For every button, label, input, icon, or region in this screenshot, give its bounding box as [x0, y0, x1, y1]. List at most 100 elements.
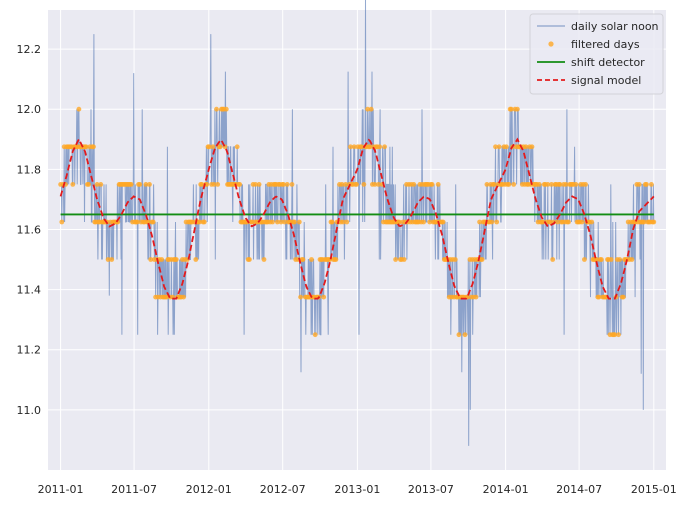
- filtered-day-point: [621, 294, 626, 300]
- filtered-day-point: [644, 182, 649, 187]
- filtered-day-point: [401, 257, 407, 262]
- filtered-day-point: [150, 219, 156, 225]
- filtered-day-point: [529, 144, 535, 150]
- filtered-day-point: [583, 182, 588, 187]
- filtered-day-point: [557, 182, 563, 187]
- filtered-day-point: [594, 257, 599, 262]
- filtered-day-point: [76, 106, 82, 112]
- filtered-day-point: [493, 144, 498, 150]
- filtered-day-point: [372, 182, 378, 187]
- filtered-day-point: [70, 182, 76, 187]
- x-tick-label: 2013-01: [334, 483, 380, 496]
- filtered-day-point: [651, 219, 657, 225]
- filtered-day-point: [427, 219, 433, 225]
- y-tick-label: 11.8: [17, 163, 42, 176]
- filtered-day-point: [629, 257, 635, 262]
- legend-label-shift-detector: shift detector: [571, 56, 645, 69]
- filtered-day-point: [359, 144, 364, 150]
- filtered-day-point: [494, 219, 500, 225]
- y-tick-label: 11.2: [17, 344, 42, 357]
- filtered-day-point: [91, 144, 96, 150]
- filtered-day-point: [253, 182, 258, 187]
- filtered-day-point: [278, 219, 284, 225]
- filtered-day-point: [134, 219, 140, 225]
- filtered-day-point: [321, 294, 327, 300]
- filtered-day-point: [496, 144, 502, 150]
- filtered-day-point: [210, 144, 216, 150]
- filtered-day-point: [361, 182, 367, 187]
- filtered-day-point: [508, 106, 514, 112]
- filtered-day-point: [256, 182, 262, 187]
- filtered-day-point: [296, 219, 302, 225]
- filtered-day-point: [579, 219, 585, 225]
- filtered-day-point: [368, 106, 374, 112]
- filtered-day-point: [164, 294, 170, 300]
- filtered-day-point: [173, 257, 179, 262]
- filtered-day-point: [298, 294, 303, 300]
- filtered-day-point: [261, 257, 267, 262]
- filtered-day-point: [354, 182, 359, 187]
- filtered-day-point: [491, 182, 497, 187]
- y-tick-label: 11.4: [17, 284, 42, 297]
- filtered-day-point: [292, 219, 297, 225]
- filtered-day-point: [489, 219, 495, 225]
- y-tick-label: 12.2: [17, 43, 42, 56]
- filtered-day-point: [589, 219, 595, 225]
- filtered-day-point: [201, 219, 207, 225]
- filtered-day-point: [215, 182, 221, 187]
- filtered-day-point: [473, 294, 479, 300]
- filtered-day-point: [94, 182, 100, 187]
- filtered-day-point: [456, 332, 462, 338]
- filtered-day-point: [484, 182, 490, 187]
- filtered-day-point: [284, 182, 290, 187]
- filtered-day-point: [109, 257, 115, 262]
- y-tick-label: 11.0: [17, 404, 42, 417]
- filtered-day-point: [540, 219, 546, 225]
- filtered-day-point: [511, 182, 517, 187]
- filtered-day-point: [547, 219, 553, 225]
- series-signal-model: [59, 137, 655, 300]
- filtered-day-point: [300, 257, 306, 262]
- filtered-day-point: [550, 257, 556, 262]
- filtered-day-point: [382, 144, 387, 150]
- filtered-day-point: [376, 182, 381, 187]
- x-tick-label: 2012-01: [186, 483, 232, 496]
- x-tick-label: 2013-07: [408, 483, 454, 496]
- filtered-day-point: [270, 219, 275, 225]
- filtered-day-point: [282, 219, 288, 225]
- filtered-day-point: [343, 182, 348, 187]
- x-tick-label: 2011-01: [38, 483, 84, 496]
- filtered-day-point: [479, 257, 485, 262]
- filtered-day-point: [566, 219, 571, 225]
- filtered-day-point: [289, 182, 295, 187]
- filtered-day-point: [523, 144, 529, 150]
- filtered-day-point: [616, 332, 621, 338]
- filtered-day-point: [452, 257, 458, 262]
- filtered-day-point: [148, 257, 154, 262]
- legend: daily solar noon filtered days shift det…: [529, 13, 664, 95]
- filtered-day-point: [612, 332, 618, 338]
- filtered-day-point: [86, 182, 91, 187]
- filtered-day-point: [147, 182, 152, 187]
- filtered-day-point: [636, 182, 642, 187]
- filtered-day-point: [204, 182, 210, 187]
- filtered-day-point: [608, 257, 614, 262]
- filtered-day-point: [181, 294, 187, 300]
- legend-label-filtered-days: filtered days: [571, 38, 640, 51]
- filtered-day-point: [143, 182, 149, 187]
- x-tick-label: 2011-07: [111, 483, 157, 496]
- signal-model-line: [59, 137, 655, 300]
- filtered-day-point: [223, 106, 229, 112]
- filtered-day-point: [393, 257, 398, 262]
- y-tick-label: 11.6: [17, 223, 42, 236]
- legend-label-daily-solar-noon: daily solar noon: [571, 20, 659, 33]
- x-tick-label: 2014-07: [556, 483, 602, 496]
- filtered-day-point: [59, 219, 65, 225]
- filtered-day-point: [506, 182, 512, 187]
- filtered-day-point: [429, 182, 435, 187]
- filtered-day-point: [462, 332, 468, 338]
- filtered-day-point: [247, 257, 252, 262]
- filtered-day-point: [333, 257, 339, 262]
- filtered-day-point: [214, 106, 219, 112]
